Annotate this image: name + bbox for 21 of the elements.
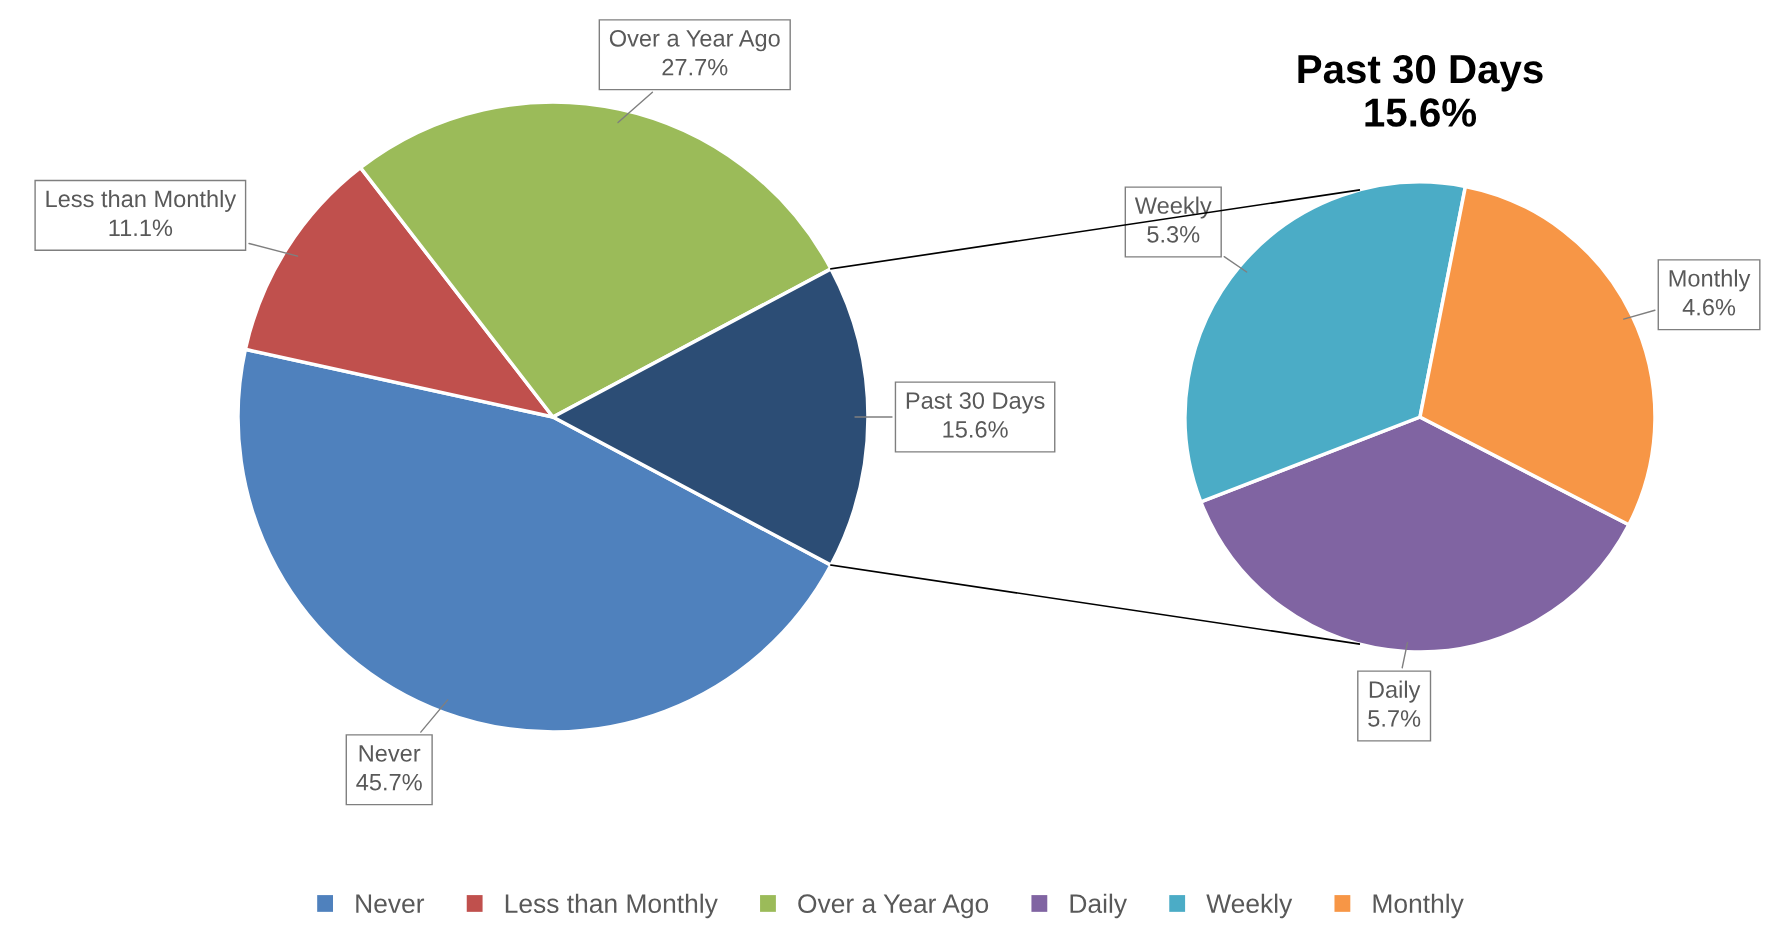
legend-label: Less than Monthly <box>505 893 718 919</box>
data-label: 11.1% <box>109 219 173 237</box>
slice-label: Weekly <box>1134 196 1212 219</box>
legend-label: Monthly <box>1373 893 1464 919</box>
slice-label: Monthly <box>1669 269 1751 292</box>
chart-title: Past 30 Days 15.6% <box>1298 54 1543 127</box>
data-label: 5.3% <box>1147 226 1200 243</box>
data-label: 27.7% <box>662 58 728 76</box>
legend-label: Daily <box>1070 893 1127 919</box>
data-label: 15.6% <box>943 421 1008 438</box>
legend-label: Weekly <box>1206 893 1293 919</box>
slice-label: Past 30 Days <box>906 392 1045 414</box>
data-label: 45.7% <box>356 773 422 791</box>
slice-label: Less than Monthly <box>46 189 237 212</box>
legend-label: Never <box>356 894 425 914</box>
slice-label: Daily <box>1369 680 1421 703</box>
legend-label: Over a Year Ago <box>798 894 989 919</box>
slice-label: Over a Year Ago <box>609 29 780 52</box>
slice-label: Never <box>359 745 421 762</box>
data-label: 5.7% <box>1368 710 1421 727</box>
data-label: 4.6% <box>1682 298 1736 316</box>
